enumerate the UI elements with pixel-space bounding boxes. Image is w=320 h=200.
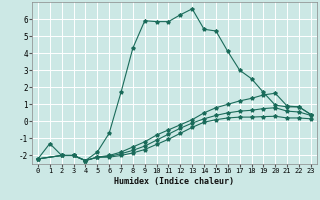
X-axis label: Humidex (Indice chaleur): Humidex (Indice chaleur) [115,177,234,186]
